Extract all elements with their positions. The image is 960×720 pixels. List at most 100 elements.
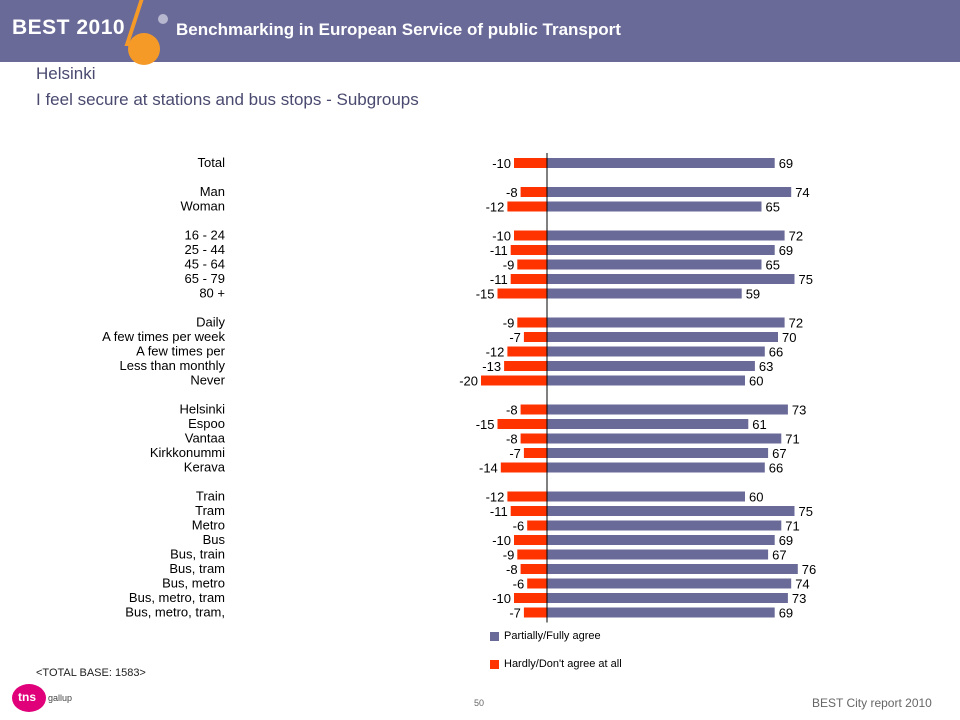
bar-agree-a-few-times-per [547,346,765,357]
bar-agree-bus [547,535,775,545]
bar-agree-woman [547,201,762,212]
bar-disagree-bus-train [517,549,547,560]
bar-agree-tram [547,506,795,516]
legend-swatch-agree [490,631,499,641]
bar-disagree-woman [507,201,547,212]
category-label: A few times per week [102,329,225,344]
data-label-disagree: -8 [506,562,518,577]
tns-logo-text: tns [18,690,36,704]
bar-agree-total [547,158,775,168]
bar-disagree-never [481,375,547,386]
bar-agree-bus-train [547,549,769,560]
data-label-agree: 70 [782,330,796,345]
category-label: Bus, metro, tram [129,590,225,605]
data-label-disagree: -7 [509,330,521,345]
gallup-logo-text: gallup [48,693,73,703]
category-label: A few times per [136,344,226,359]
data-label-agree: 69 [779,156,793,171]
brand-logo: BEST 2010 [12,16,126,39]
data-label-disagree: -10 [492,591,511,606]
data-label-agree: 69 [779,533,793,548]
data-label-disagree: -11 [490,243,508,258]
category-label: Bus [203,532,226,547]
category-label: Less than monthly [119,358,225,373]
bar-agree-man [547,187,792,197]
bar-agree-80 [547,288,742,299]
data-label-agree: 63 [759,359,773,374]
header-title: Benchmarking in European Service of publ… [176,20,621,39]
chart-subtitle: I feel secure at stations and bus stops … [36,90,419,109]
bar-agree-45-64 [547,259,762,270]
bar-agree-daily [547,317,785,328]
data-label-agree: 61 [752,417,766,432]
data-label-agree: 73 [792,403,806,418]
category-label: Never [190,373,225,388]
data-label-agree: 67 [772,446,786,461]
page-number: 50 [474,698,485,708]
bar-agree-a-few-times-per-week [547,332,778,342]
bar-disagree-bus [514,535,547,545]
bar-agree-16-24 [547,230,785,241]
data-label-agree: 72 [789,229,803,244]
category-label: 45 - 64 [185,257,225,272]
category-label: Kerava [184,460,226,475]
bar-disagree-kerava [500,462,547,473]
bar-disagree-bus-metro-tram [514,593,547,603]
bar-disagree-bus-tram [520,564,547,574]
category-label: 16 - 24 [185,228,225,243]
legend-label-disagree: Hardly/Don't agree at all [504,658,622,670]
data-label-agree: 65 [766,258,780,273]
bar-agree-kerava [547,462,765,473]
data-label-agree: 60 [749,490,763,505]
data-label-disagree: -7 [509,446,521,461]
bar-disagree-helsinki [520,404,547,415]
data-label-disagree: -10 [492,229,511,244]
total-base-note: <TOTAL BASE: 1583> [36,667,146,679]
bar-disagree-less-than-monthly [504,361,547,371]
data-label-disagree: -10 [492,533,511,548]
data-label-disagree: -14 [479,461,498,476]
bar-agree-25-44 [547,245,775,255]
data-label-agree: 69 [779,243,793,258]
data-label-agree: 71 [785,519,799,534]
category-label: 80 + [199,286,225,301]
data-label-disagree: -20 [459,374,478,389]
data-label-agree: 67 [772,548,786,563]
data-label-agree: 74 [795,185,809,200]
legend-item-disagree: Hardly/Don't agree at all [490,658,622,670]
bar-disagree-80 [497,288,547,299]
decorative-dot [158,14,168,24]
report-footer: BEST City report 2010 [812,696,932,710]
data-label-agree: 75 [799,272,813,287]
data-label-agree: 72 [789,316,803,331]
category-label: Kirkkonummi [150,445,225,460]
category-label: Helsinki [179,402,225,417]
bar-disagree-daily [517,317,547,328]
data-label-disagree: -9 [503,548,515,563]
category-label: Bus, metro, tram, [125,605,225,620]
tns-logo [12,684,46,712]
data-label-disagree: -8 [506,432,518,447]
data-label-disagree: -15 [476,417,495,432]
bar-disagree-bus-metro [527,578,547,589]
data-label-agree: 75 [799,504,813,519]
category-label: Total [198,155,226,170]
data-label-agree: 59 [746,287,760,302]
data-label-disagree: -11 [490,272,508,287]
data-label-disagree: -8 [506,403,518,418]
header-bar: BEST 2010 Benchmarking in European Servi… [0,0,960,65]
data-label-agree: 66 [769,345,783,360]
bar-agree-metro [547,520,782,531]
bar-disagree-train [507,491,547,502]
bar-disagree-bus-metro-tram [523,607,547,618]
bar-disagree-espoo [497,419,547,429]
category-label: Daily [196,315,225,330]
data-label-disagree: -11 [490,504,508,519]
data-label-disagree: -12 [486,490,505,505]
legend-label-agree: Partially/Fully agree [504,630,601,642]
data-label-disagree: -13 [482,359,501,374]
bar-agree-less-than-monthly [547,361,755,371]
bar-agree-kirkkonummi [547,448,769,458]
legend-swatch-disagree [490,659,499,669]
category-label: Espoo [188,416,225,431]
